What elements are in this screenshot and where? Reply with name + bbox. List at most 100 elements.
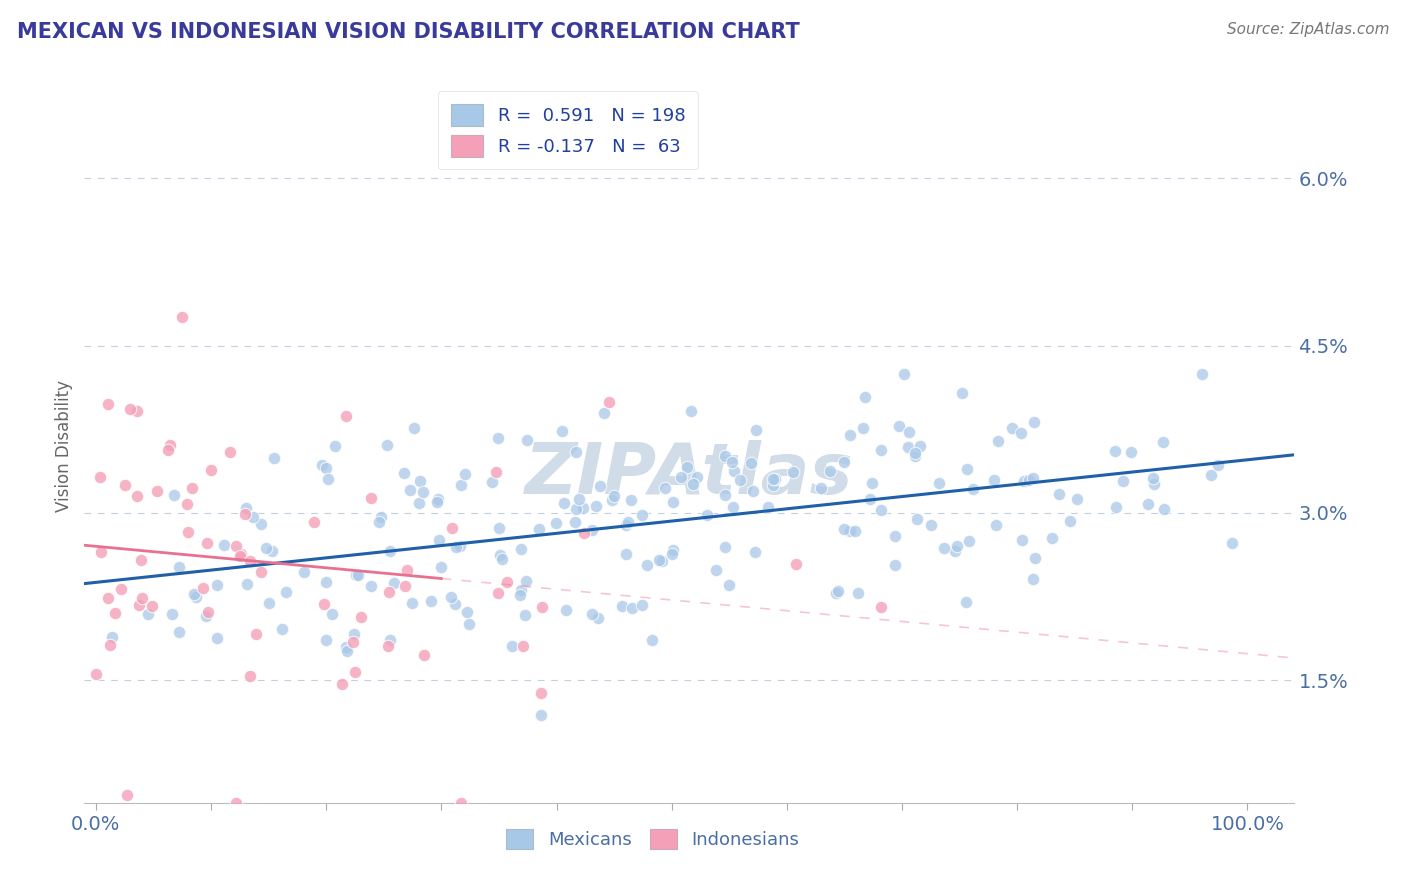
Point xyxy=(242,509,264,524)
Point xyxy=(157,442,180,457)
Point xyxy=(782,465,804,479)
Point xyxy=(509,588,531,602)
Point xyxy=(491,552,513,566)
Point xyxy=(250,565,273,579)
Point xyxy=(377,639,399,653)
Point xyxy=(486,586,509,600)
Point xyxy=(730,474,752,488)
Point xyxy=(110,582,132,596)
Point xyxy=(603,489,626,503)
Point xyxy=(344,568,367,582)
Point xyxy=(219,444,242,458)
Point xyxy=(825,586,848,600)
Point xyxy=(160,607,183,621)
Point xyxy=(572,501,595,516)
Point xyxy=(983,473,1005,487)
Point xyxy=(378,633,401,648)
Point xyxy=(870,503,893,517)
Point xyxy=(883,558,905,573)
Point xyxy=(1105,500,1128,514)
Point xyxy=(1143,477,1166,491)
Point xyxy=(853,390,876,404)
Point xyxy=(231,547,253,561)
Point xyxy=(394,466,416,480)
Point xyxy=(713,488,735,502)
Point xyxy=(589,479,612,493)
Point xyxy=(669,469,692,483)
Point xyxy=(263,450,285,465)
Point xyxy=(957,533,980,548)
Point xyxy=(97,397,120,411)
Point xyxy=(636,558,658,573)
Point xyxy=(129,553,152,567)
Point xyxy=(844,524,866,538)
Point xyxy=(1049,487,1071,501)
Point xyxy=(661,547,683,561)
Point xyxy=(401,596,423,610)
Point xyxy=(489,548,512,562)
Point xyxy=(585,500,607,514)
Point xyxy=(1208,458,1230,472)
Point xyxy=(159,438,181,452)
Point xyxy=(887,419,910,434)
Point xyxy=(1112,475,1135,489)
Point xyxy=(530,600,553,615)
Point xyxy=(600,492,623,507)
Point xyxy=(335,640,357,654)
Point xyxy=(225,796,247,810)
Point xyxy=(846,586,869,600)
Point xyxy=(167,560,190,574)
Point xyxy=(612,599,634,613)
Point xyxy=(860,475,883,490)
Point xyxy=(818,464,841,478)
Point xyxy=(1011,533,1033,547)
Point xyxy=(945,539,967,553)
Point xyxy=(395,563,418,577)
Point xyxy=(1018,473,1040,487)
Point xyxy=(146,483,169,498)
Point xyxy=(898,425,921,439)
Point xyxy=(335,409,357,424)
Point xyxy=(197,605,219,619)
Point xyxy=(318,472,340,486)
Point xyxy=(239,554,262,568)
Point xyxy=(987,434,1010,449)
Point xyxy=(721,454,744,468)
Point xyxy=(893,367,915,381)
Point xyxy=(378,544,401,558)
Point xyxy=(127,404,149,418)
Point xyxy=(723,465,745,479)
Point xyxy=(409,475,432,489)
Point xyxy=(233,508,256,522)
Point xyxy=(427,533,450,547)
Point xyxy=(962,482,984,496)
Point xyxy=(897,440,920,454)
Point xyxy=(236,577,259,591)
Point xyxy=(706,563,728,577)
Point xyxy=(616,518,638,533)
Point xyxy=(1012,474,1035,488)
Point xyxy=(1152,434,1174,449)
Point xyxy=(89,470,111,484)
Point xyxy=(194,609,217,624)
Point xyxy=(225,539,247,553)
Point xyxy=(564,515,586,529)
Point xyxy=(254,541,277,555)
Point xyxy=(984,517,1007,532)
Point xyxy=(1153,502,1175,516)
Point xyxy=(456,605,478,619)
Point xyxy=(662,495,685,509)
Point xyxy=(486,431,509,445)
Point xyxy=(714,540,737,554)
Point xyxy=(740,457,762,471)
Point xyxy=(311,458,333,472)
Text: MEXICAN VS INDONESIAN VISION DISABILITY CORRELATION CHART: MEXICAN VS INDONESIAN VISION DISABILITY … xyxy=(17,22,800,42)
Point xyxy=(928,475,950,490)
Point xyxy=(581,523,603,537)
Text: ZIPAtlas: ZIPAtlas xyxy=(524,440,853,509)
Point xyxy=(617,515,640,529)
Y-axis label: Vision Disability: Vision Disability xyxy=(55,380,73,512)
Point xyxy=(347,568,370,582)
Point xyxy=(315,632,337,647)
Point xyxy=(827,584,849,599)
